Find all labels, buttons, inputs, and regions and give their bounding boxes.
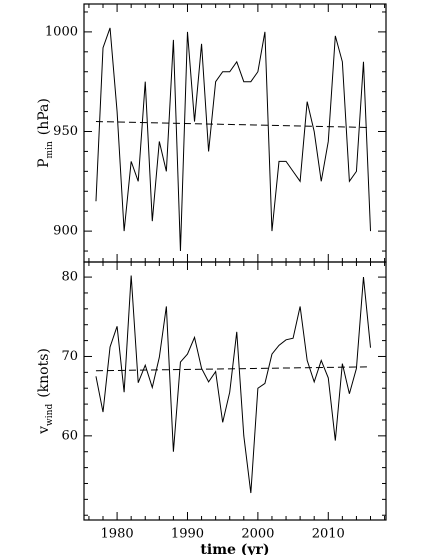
y-label-symbol: v [36, 426, 52, 435]
x-tick-label: 1990 [171, 527, 204, 542]
x-tick-label: 1980 [101, 527, 134, 542]
y-label-unit: (knots) [36, 348, 52, 398]
trend-line [95, 366, 371, 372]
data-line [95, 275, 372, 494]
y-label-subscript: wind [45, 404, 55, 426]
x-tick-label: 2010 [312, 527, 345, 542]
y-label-unit: (hPa) [36, 98, 52, 135]
y-label-subscript: min [45, 141, 55, 158]
y-tick-label: 950 [53, 124, 78, 139]
x-tick-label: 2000 [241, 527, 274, 542]
y-axis-label: vwind (knots) [36, 348, 55, 435]
y-label-symbol: P [36, 158, 52, 167]
y-axis-label: Pmin (hPa) [36, 98, 55, 168]
y-tick-label: 1000 [45, 24, 78, 39]
y-tick-label: 70 [61, 349, 78, 364]
y-tick-label: 900 [53, 224, 78, 239]
data-line [95, 27, 372, 252]
plot-frame [83, 3, 387, 263]
x-axis-label: time (yr) [200, 542, 269, 555]
plot-frame [83, 261, 387, 521]
y-tick-label: 60 [61, 428, 78, 443]
trend-line [95, 121, 371, 129]
y-tick-label: 80 [61, 270, 78, 285]
